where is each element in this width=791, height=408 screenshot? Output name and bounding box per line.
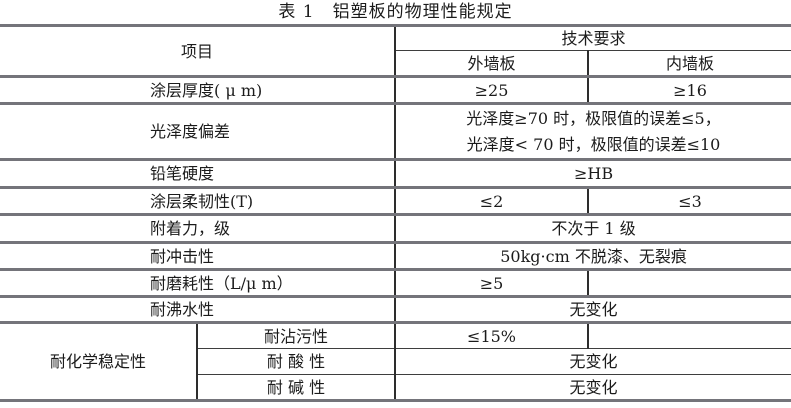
table-row: 铅笔硬度 ≥HB <box>0 158 791 188</box>
table-row: 耐化学稳定性 耐沾污性 ≤15% <box>0 321 791 403</box>
value-cell-merged: 无变化 <box>395 374 791 403</box>
table-row: 涂层柔韧性(T) ≤2 ≤3 <box>0 186 791 215</box>
table-row: 耐磨耗性（L/μ m） ≥5 <box>0 268 791 297</box>
table-caption: 表 1 铝塑板的物理性能规定 <box>278 2 513 22</box>
value-cell-exterior: ≤2 <box>395 186 590 215</box>
item-cell: 耐磨耗性（L/μ m） <box>0 268 397 297</box>
table-row: 附着力，级 不次于 1 级 <box>0 213 791 243</box>
sub-item-cell: 耐 酸 性 <box>197 348 397 375</box>
table-row: 耐冲击性 50kg·cm 不脱漆、无裂痕 <box>0 241 791 270</box>
item-cell: 涂层柔韧性(T) <box>0 186 397 215</box>
item-cell: 光泽度偏差 <box>0 102 397 160</box>
item-cell: 耐沸水性 <box>0 295 397 323</box>
value-cell-interior <box>588 321 791 349</box>
value-cell-merged: ≥HB <box>395 158 791 188</box>
value-cell-exterior: ≥25 <box>395 75 590 104</box>
item-cell: 耐冲击性 <box>0 241 397 270</box>
sub-item-cell: 耐 碱 性 <box>197 374 397 403</box>
table-row: 光泽度偏差 光泽度≥70 时，极限值的误差≤5， 光泽度< 70 时，极限值的误… <box>0 102 791 160</box>
table-row: 涂层厚度( μ m) ≥25 ≥16 <box>0 75 791 104</box>
table-subheader-row: 外墙板 内墙板 <box>0 50 791 77</box>
value-cell-exterior: ≤15% <box>395 321 590 349</box>
value-cell-merged: 无变化 <box>395 348 791 375</box>
value-cell-merged: 不次于 1 级 <box>395 213 791 243</box>
chemical-group-label: 耐化学稳定性 <box>0 321 198 403</box>
table-header-row: 项目 技术要求 <box>0 23 791 77</box>
table-row: 耐 酸 性 无变化 <box>0 348 791 375</box>
merged-value-line2: 光泽度< 70 时，极限值的误差≤10 <box>466 134 721 154</box>
value-cell-interior: ≤3 <box>588 186 791 215</box>
value-cell-exterior: ≥5 <box>395 268 590 297</box>
value-cell-merged: 光泽度≥70 时，极限值的误差≤5， 光泽度< 70 时，极限值的误差≤10 <box>395 102 791 160</box>
merged-value-line1: 光泽度≥70 时，极限值的误差≤5， <box>466 108 721 128</box>
value-cell-interior: ≥16 <box>588 75 791 104</box>
table-row: 耐沸水性 无变化 <box>0 295 791 323</box>
header-item-cell: 项目 <box>0 23 397 77</box>
header-tech-req-cell: 技术要求 <box>395 23 791 51</box>
spec-table: 项目 技术要求 外墙板 内墙板 涂层厚度( μ m) ≥25 ≥16 光泽度偏差… <box>0 23 791 403</box>
value-cell-interior <box>588 268 791 297</box>
value-cell-merged: 无变化 <box>395 295 791 323</box>
header-exterior-cell: 外墙板 <box>395 50 590 77</box>
value-cell-merged: 50kg·cm 不脱漆、无裂痕 <box>395 241 791 270</box>
item-cell: 铅笔硬度 <box>0 158 397 188</box>
item-cell: 附着力，级 <box>0 213 397 243</box>
header-interior-cell: 内墙板 <box>588 50 791 77</box>
table-row: 耐 碱 性 无变化 <box>0 374 791 403</box>
item-cell: 涂层厚度( μ m) <box>0 75 397 104</box>
sub-item-cell: 耐沾污性 <box>197 321 397 349</box>
